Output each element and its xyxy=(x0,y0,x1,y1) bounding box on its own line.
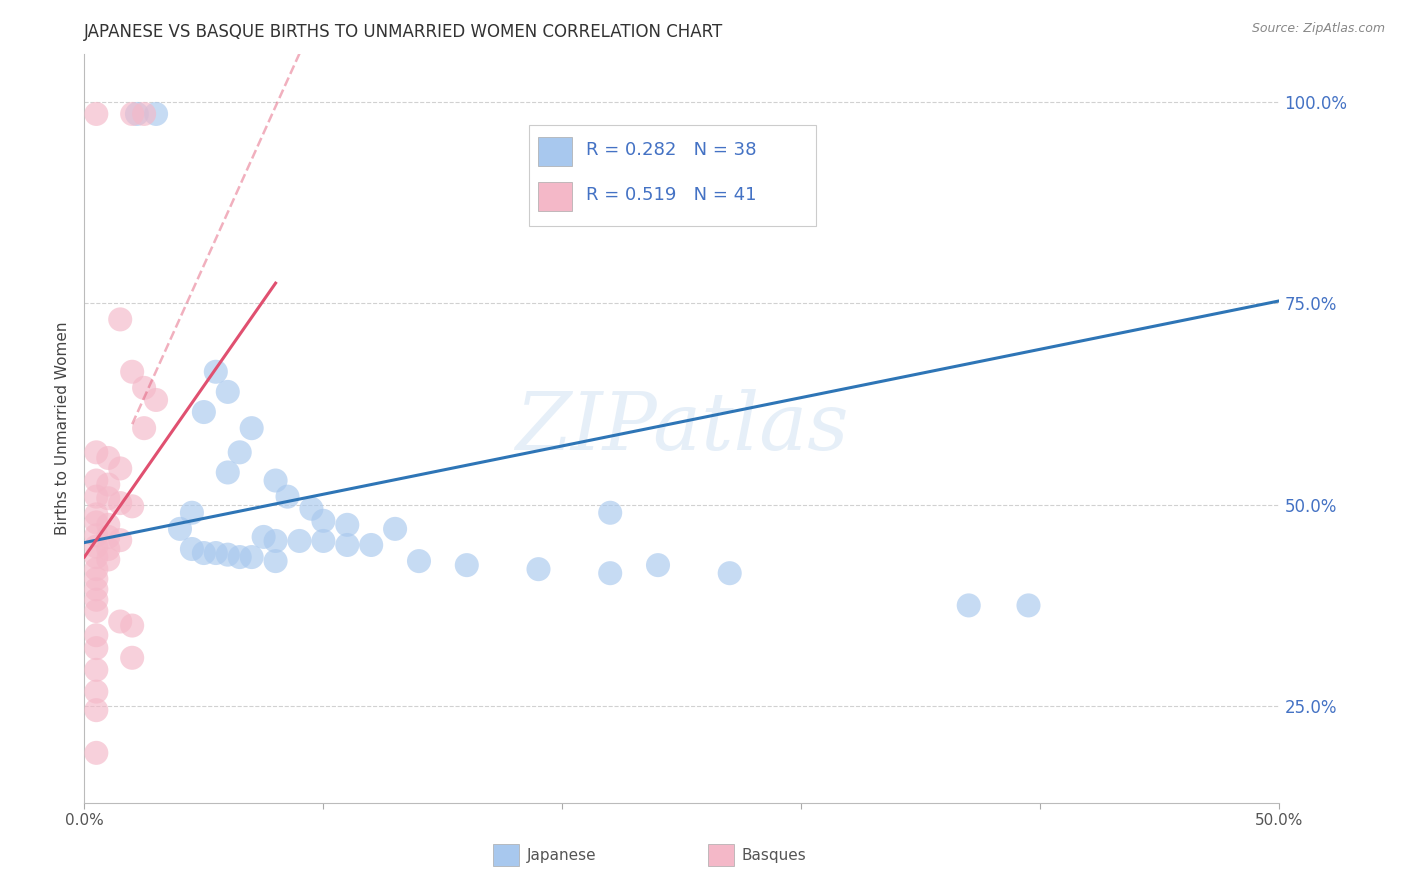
Point xyxy=(97,530,120,544)
Point xyxy=(277,490,299,504)
Point xyxy=(217,466,239,480)
Text: R = 0.519   N = 41: R = 0.519 N = 41 xyxy=(586,186,756,204)
Point xyxy=(121,618,143,632)
Point xyxy=(145,107,167,121)
Point xyxy=(264,554,287,568)
Point xyxy=(360,538,382,552)
Point xyxy=(86,628,108,642)
Point xyxy=(86,572,108,586)
Point xyxy=(97,552,120,566)
Point xyxy=(86,490,108,504)
Text: ZIPatlas: ZIPatlas xyxy=(515,390,849,467)
Point xyxy=(181,506,204,520)
Point xyxy=(97,477,120,491)
Point xyxy=(86,508,108,522)
Point xyxy=(86,540,108,554)
Point xyxy=(217,548,239,562)
Point xyxy=(1018,599,1040,613)
Point xyxy=(86,604,108,618)
Point xyxy=(86,641,108,656)
Point xyxy=(110,496,132,510)
Point xyxy=(121,107,143,121)
FancyBboxPatch shape xyxy=(538,137,572,166)
Point xyxy=(193,546,215,560)
Point xyxy=(456,558,478,573)
Point xyxy=(408,554,430,568)
Point xyxy=(229,550,252,565)
Point xyxy=(86,516,108,530)
Point xyxy=(599,566,621,581)
Point xyxy=(193,405,215,419)
Point xyxy=(240,550,263,565)
Y-axis label: Births to Unmarried Women: Births to Unmarried Women xyxy=(55,321,70,535)
Point xyxy=(718,566,741,581)
Point xyxy=(86,562,108,576)
Point xyxy=(312,533,335,548)
Point xyxy=(132,421,156,435)
Point xyxy=(86,474,108,488)
Point xyxy=(86,528,108,542)
Point xyxy=(97,450,120,465)
Point xyxy=(110,312,132,326)
Point xyxy=(384,522,406,536)
Point xyxy=(121,650,143,665)
Text: Source: ZipAtlas.com: Source: ZipAtlas.com xyxy=(1251,22,1385,36)
Text: R = 0.282   N = 38: R = 0.282 N = 38 xyxy=(586,141,756,159)
FancyBboxPatch shape xyxy=(709,844,734,866)
Point xyxy=(957,599,980,613)
FancyBboxPatch shape xyxy=(538,182,572,211)
Point xyxy=(86,445,108,459)
Point xyxy=(145,392,167,407)
Point xyxy=(110,615,132,629)
Point xyxy=(86,107,108,121)
Point xyxy=(288,533,311,548)
Point xyxy=(217,384,239,399)
Point xyxy=(205,365,228,379)
Point xyxy=(97,491,120,506)
FancyBboxPatch shape xyxy=(529,125,815,226)
Point xyxy=(132,107,156,121)
Point xyxy=(110,533,132,548)
Point xyxy=(205,546,228,560)
Point xyxy=(110,461,132,475)
Text: Japanese: Japanese xyxy=(527,847,596,863)
Point xyxy=(121,365,143,379)
Point xyxy=(86,703,108,717)
Point xyxy=(86,550,108,565)
Point xyxy=(86,592,108,607)
Point xyxy=(86,684,108,698)
Point xyxy=(86,746,108,760)
Point xyxy=(229,445,252,459)
Point xyxy=(312,514,335,528)
Point xyxy=(253,530,276,544)
Point xyxy=(181,541,204,556)
Point xyxy=(121,500,143,514)
Point xyxy=(169,522,191,536)
Point xyxy=(647,558,669,573)
Point xyxy=(86,582,108,597)
Text: JAPANESE VS BASQUE BIRTHS TO UNMARRIED WOMEN CORRELATION CHART: JAPANESE VS BASQUE BIRTHS TO UNMARRIED W… xyxy=(84,23,724,41)
Point xyxy=(240,421,263,435)
Point xyxy=(336,517,359,532)
FancyBboxPatch shape xyxy=(494,844,519,866)
Point xyxy=(527,562,550,576)
Point xyxy=(264,474,287,488)
Point xyxy=(336,538,359,552)
Point xyxy=(97,517,120,532)
Point xyxy=(264,533,287,548)
Text: Basques: Basques xyxy=(742,847,807,863)
Point xyxy=(301,501,323,516)
Point xyxy=(132,381,156,395)
Point xyxy=(125,107,148,121)
Point xyxy=(97,541,120,556)
Point xyxy=(86,663,108,677)
Point xyxy=(599,506,621,520)
